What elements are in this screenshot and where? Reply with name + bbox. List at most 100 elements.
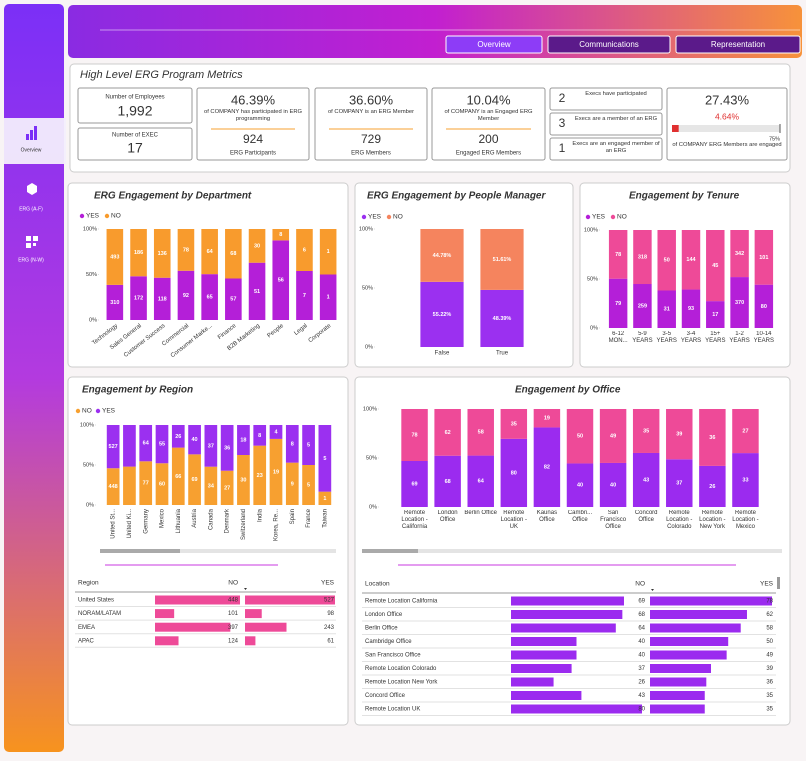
data-label: 318 — [638, 254, 647, 260]
bar-segment — [204, 466, 218, 505]
bar-segment — [730, 230, 749, 278]
cell-value: 69 — [638, 599, 645, 605]
data-label: 527 — [109, 444, 118, 450]
data-label: 7 — [303, 293, 306, 299]
label: Engaged ERG Members — [456, 151, 521, 157]
tab-label[interactable]: Representation — [711, 40, 765, 49]
kpi-value: 10.04% — [466, 92, 511, 107]
bar-segment — [123, 466, 136, 505]
legend-swatch — [95, 408, 101, 414]
data-label: 69 — [411, 481, 417, 487]
row-label: Remote Location New York — [365, 680, 438, 686]
bar-segment — [754, 284, 774, 328]
card — [549, 112, 663, 136]
x-tick-label: Taiwan — [322, 509, 328, 528]
bar-segment — [106, 468, 120, 505]
card — [549, 137, 663, 161]
bar-segment — [699, 465, 726, 507]
y-tick-label: 100% — [80, 422, 94, 428]
bar-segment — [608, 230, 628, 279]
nav-item[interactable]: ERG (A-F) — [19, 206, 43, 212]
data-label: 55.22% — [433, 312, 452, 318]
nav-item[interactable]: Overview — [21, 147, 42, 153]
bar-segment — [500, 438, 528, 507]
bar-segment — [480, 289, 524, 347]
data-label: 37 — [676, 481, 682, 487]
legend-label: YES — [102, 408, 116, 415]
x-tick-label-box: 10-14 YEARS — [754, 331, 774, 344]
y-tick-label: 100% — [584, 227, 598, 233]
bar-segment — [318, 425, 332, 492]
data-label: 5 — [307, 482, 310, 488]
kpi-value: 200 — [478, 132, 498, 146]
card — [314, 87, 428, 161]
legend-label: NO — [617, 214, 627, 221]
table-bar — [650, 677, 707, 687]
kpi-desc: of COMPANY ERG Members are engaged — [672, 142, 782, 148]
legend-label: YES — [592, 214, 606, 221]
label: Number of Employees — [105, 95, 164, 101]
bar-segment — [632, 409, 660, 453]
cell-value: 37 — [638, 666, 645, 672]
tab[interactable] — [547, 35, 671, 54]
bar-segment — [130, 276, 147, 320]
data-label: 43 — [643, 477, 649, 483]
data-label: 78 — [615, 252, 621, 258]
kpi-desc: of COMPANY has participated in ERG progr… — [203, 109, 303, 122]
nav-active — [4, 118, 66, 164]
nav-icons — [26, 126, 38, 248]
row-label: Cambridge Office — [365, 639, 412, 645]
kpi-desc: Execs are an engaged member of an ERG — [572, 141, 660, 154]
bar-segment — [225, 278, 242, 320]
data-label: 27 — [224, 485, 230, 491]
chart-title: Engagement by Tenure — [629, 191, 740, 202]
bar-segment — [730, 277, 749, 328]
sidebar — [4, 4, 64, 752]
label: 75% — [769, 136, 780, 142]
column-header: Location — [365, 581, 390, 588]
cell-value: 397 — [228, 625, 239, 631]
table-bar — [650, 650, 727, 660]
table-bar — [511, 596, 624, 606]
data-label: 49 — [610, 433, 616, 439]
data-label: 68 — [445, 479, 451, 485]
cell-value: 80 — [638, 707, 645, 713]
x-tick-label: Remote Location - UK — [500, 510, 527, 530]
nav-item[interactable]: ERG (N-W) — [18, 257, 44, 263]
bar-segment — [201, 229, 218, 275]
tab-label[interactable]: Overview — [477, 40, 511, 49]
table-bar — [650, 596, 772, 606]
kpi-desc-box: of COMPANY ERG Members are engaged — [672, 142, 782, 148]
scrollbar — [362, 549, 782, 553]
y-tick-label: 100% — [83, 226, 97, 232]
x-tick-label: 6-12 MON... — [608, 331, 628, 344]
table-bar — [245, 609, 262, 619]
tab[interactable] — [675, 35, 801, 54]
x-tick-label-box: 6-12 MON... — [608, 331, 628, 344]
bar-segment — [296, 229, 313, 271]
x-tick-label: Canada — [208, 508, 214, 530]
data-label: 6 — [303, 247, 306, 253]
data-label: 30 — [254, 243, 260, 249]
column-header: NO — [635, 581, 645, 588]
tab-label[interactable]: Communications — [579, 40, 639, 49]
cell-value: 40 — [638, 653, 645, 659]
legend-swatch — [361, 214, 367, 220]
bar-segment — [566, 463, 594, 507]
tab[interactable] — [445, 35, 543, 54]
legend-swatch — [75, 408, 81, 414]
bar-segment — [155, 463, 169, 505]
cell-value: 62 — [766, 612, 773, 618]
row-label: Remote Location California — [365, 599, 438, 605]
table-bar — [650, 637, 729, 646]
bar-segment — [500, 409, 528, 439]
bar-segment — [253, 445, 267, 505]
kpi-desc: of COMPANY is an ERG Member — [327, 109, 415, 115]
data-label: 35 — [511, 421, 517, 427]
bar-segment — [318, 491, 332, 505]
x-tick-label: Remote Location - New York — [699, 510, 726, 530]
label: Number of EXEC — [112, 133, 159, 139]
y-tick-label: 0% — [369, 504, 377, 510]
cell-value: 527 — [324, 598, 335, 604]
cell-value: 35 — [766, 693, 773, 699]
